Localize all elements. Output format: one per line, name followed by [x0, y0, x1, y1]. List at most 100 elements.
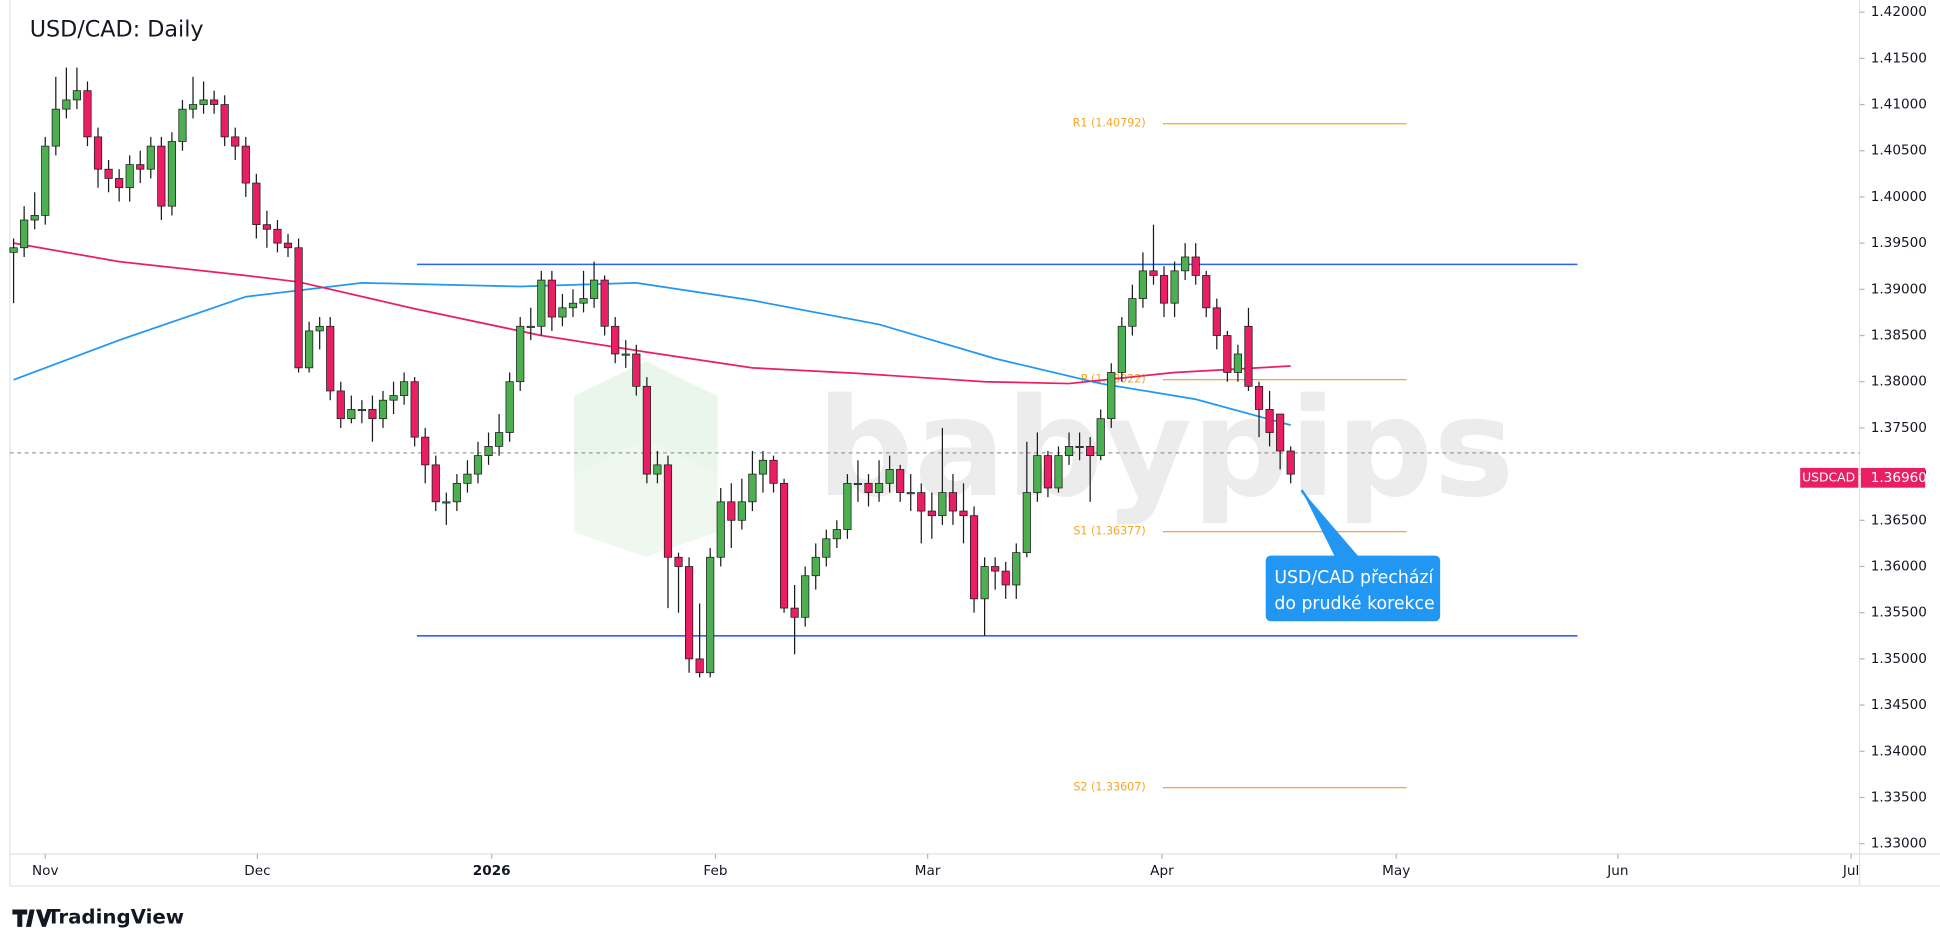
candle-body — [621, 353, 630, 356]
candle-body — [9, 247, 18, 253]
pivot-label: S2 (1.33607) — [1073, 781, 1145, 794]
candle-body — [832, 529, 841, 540]
candle-body — [874, 482, 884, 493]
candle-body — [991, 566, 1000, 572]
candle-body — [136, 164, 145, 170]
watermark-cube — [574, 439, 718, 557]
candle-body — [716, 501, 725, 558]
y-tick-label: 1.38500 — [1871, 328, 1927, 344]
candle-body — [495, 432, 504, 447]
brand-icon — [12, 909, 52, 927]
candle-body — [590, 279, 599, 299]
y-tick-label: 1.41500 — [1871, 50, 1927, 66]
price-tag-bg — [1860, 467, 1926, 488]
candle-body — [1244, 325, 1253, 387]
y-tick-label: 1.42000 — [1871, 4, 1927, 20]
candle-body — [1086, 446, 1095, 456]
candle-body — [1202, 275, 1211, 309]
candle-body — [758, 459, 768, 475]
candle-body — [663, 464, 673, 558]
candle-body — [442, 501, 451, 504]
candle-body — [1064, 446, 1074, 456]
candle-body — [357, 409, 366, 412]
moving-average-line — [13, 281, 1291, 426]
candle-body — [906, 492, 915, 495]
candle-body — [199, 99, 208, 105]
price-tag-symbol: USDCAD — [1802, 470, 1855, 484]
candle-body — [843, 482, 852, 530]
candle-body — [969, 515, 979, 600]
candle-body — [737, 501, 746, 521]
candle-body — [547, 279, 556, 318]
y-tick-label: 1.37500 — [1871, 420, 1927, 436]
candle-body — [568, 302, 578, 309]
candle-body — [558, 307, 567, 318]
candle-body — [948, 492, 958, 512]
candle-body — [885, 469, 894, 484]
y-tick-label: 1.39500 — [1871, 235, 1927, 251]
callout-box — [1265, 555, 1441, 622]
candle-body — [273, 228, 282, 244]
candle-body — [368, 409, 377, 420]
candle-body — [1138, 270, 1148, 299]
candle-body — [473, 455, 483, 475]
x-tick-label: Feb — [703, 863, 727, 879]
candle-body — [452, 482, 461, 503]
candle-body — [220, 104, 229, 138]
candle-body — [30, 215, 39, 221]
candle-body — [1212, 307, 1221, 336]
candle-body — [674, 556, 683, 567]
candle-body — [1107, 372, 1116, 420]
moving-average-line — [13, 242, 1291, 385]
candle-body — [1276, 413, 1285, 452]
brand: TradingView — [47, 906, 184, 929]
candle-body — [115, 178, 124, 189]
y-tick-label: 1.36500 — [1871, 512, 1927, 528]
candle-body — [347, 409, 356, 420]
candle-body — [1233, 353, 1243, 373]
candle-body — [579, 298, 588, 304]
candle-body — [178, 108, 187, 142]
candle-body — [431, 464, 440, 503]
candle-body — [864, 482, 873, 493]
candle-body — [505, 381, 514, 433]
candle-body — [938, 492, 947, 517]
candle-body — [1054, 455, 1063, 489]
candle-body — [896, 469, 905, 493]
candle-body — [41, 145, 50, 216]
candle-body — [252, 182, 261, 226]
candle-body — [779, 482, 789, 609]
candle-body — [125, 164, 134, 189]
callout-text: do prudké korekce — [1274, 594, 1434, 614]
candle-body — [104, 168, 113, 179]
candle-body — [516, 325, 525, 383]
candle-body — [378, 399, 388, 420]
candle-body — [389, 395, 398, 401]
candle-body — [262, 224, 271, 230]
y-tick-label: 1.40000 — [1871, 189, 1927, 205]
candle-body — [400, 381, 409, 396]
candle-body — [484, 446, 493, 456]
candle-body — [1149, 270, 1158, 276]
candle-body — [632, 353, 641, 387]
y-tick-label: 1.33500 — [1871, 789, 1927, 805]
candle-body — [93, 136, 103, 170]
callout-pointer — [1301, 490, 1361, 560]
watermark: babypips — [817, 370, 1515, 528]
price-tag-symbol-bg — [1800, 467, 1859, 488]
candle-body — [283, 242, 293, 249]
y-tick-label: 1.39000 — [1871, 281, 1927, 297]
chart-title: USD/CAD: Daily — [30, 16, 204, 42]
candle-body — [1254, 385, 1264, 410]
candle-body — [157, 145, 166, 207]
candle-body — [1001, 570, 1010, 586]
candle-body — [959, 510, 968, 517]
candle-body — [927, 510, 936, 517]
candle-body — [421, 436, 430, 466]
candle-body — [1181, 256, 1190, 272]
candle-body — [811, 556, 820, 577]
x-tick-label: Dec — [244, 863, 270, 879]
callout: USD/CAD přechází do prudké korekce — [1265, 489, 1441, 622]
candle-body — [600, 279, 609, 327]
